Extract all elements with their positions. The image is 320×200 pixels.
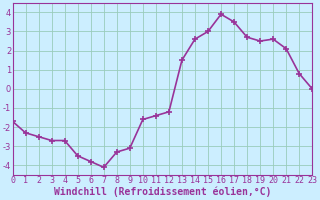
X-axis label: Windchill (Refroidissement éolien,°C): Windchill (Refroidissement éolien,°C) [54,187,271,197]
